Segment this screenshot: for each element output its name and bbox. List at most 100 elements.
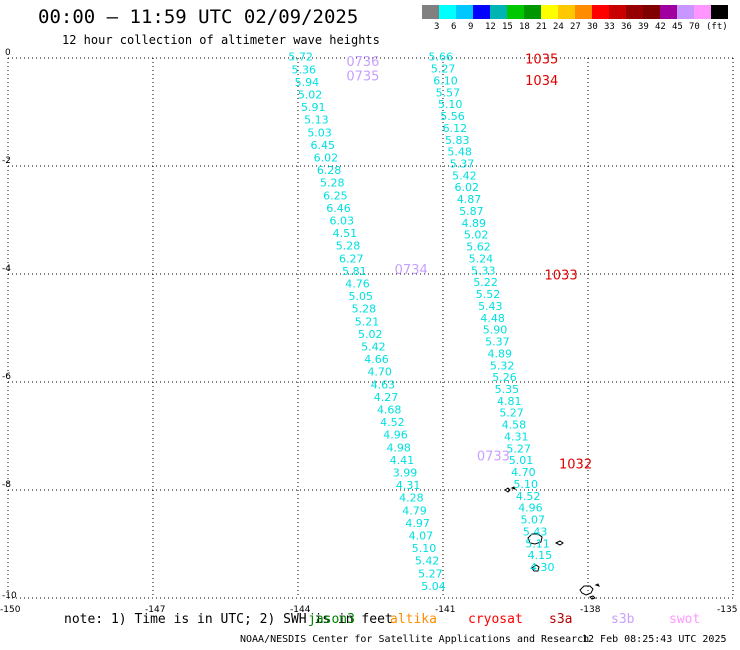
swh-value-label: 4.70 xyxy=(511,466,536,479)
colorbar-label: (ft) xyxy=(706,22,728,32)
colorbar-label: 30 xyxy=(587,22,598,32)
swh-value-label: 5.02 xyxy=(298,89,323,102)
swh-value-label: 4.81 xyxy=(497,395,522,408)
swh-value-label: 5.01 xyxy=(509,454,534,467)
longitude-tick-label: -150 xyxy=(0,605,21,615)
swh-value-label: 6.28 xyxy=(317,164,342,177)
colorbar-label: 15 xyxy=(502,22,513,32)
swh-value-label: 5.91 xyxy=(301,101,326,114)
chart-title: 00:00 — 11:59 UTC 02/09/2025 xyxy=(38,6,359,28)
swh-value-label: 6.25 xyxy=(323,189,348,202)
colorbar-label: 33 xyxy=(604,22,615,32)
island xyxy=(554,540,564,546)
colorbar-label: 24 xyxy=(553,22,564,32)
swh-value-label: 5.83 xyxy=(445,134,470,147)
credit-line: NOAA/NESDIS Center for Satellite Applica… xyxy=(240,634,590,645)
colorbar-label: 36 xyxy=(621,22,632,32)
colorbar-label: 3 xyxy=(434,22,440,32)
swh-value-label: 5.52 xyxy=(476,288,501,301)
swh-value-label: 5.26 xyxy=(492,371,517,384)
swh-value-label: 6.03 xyxy=(329,215,354,228)
swh-value-label: 4.31 xyxy=(396,479,421,492)
satellite-legend-altika: altika xyxy=(390,612,437,627)
island xyxy=(527,533,543,545)
swh-value-label: 4.76 xyxy=(345,278,370,291)
swh-value-label: 6.10 xyxy=(433,74,458,87)
latitude-tick-label: -8 xyxy=(2,480,11,490)
swh-value-label: 4.28 xyxy=(399,492,424,505)
swh-value-label: 5.03 xyxy=(307,126,332,139)
colorbar-label: 45 xyxy=(672,22,683,32)
swh-value-label: 5.24 xyxy=(469,252,494,265)
swh-value-label: 6.02 xyxy=(314,152,339,165)
swh-value-label: 6.45 xyxy=(310,139,335,152)
swh-value-label: 5.28 xyxy=(336,240,361,253)
swh-value-label: 5.28 xyxy=(320,177,345,190)
latitude-tick-label: 0 xyxy=(5,48,11,58)
swh-value-label: 4.98 xyxy=(386,441,411,454)
swh-value-label: 4.79 xyxy=(402,504,427,517)
island xyxy=(504,486,516,493)
legend-note: note: 1) Time is in UTC; 2) SWH is in fe… xyxy=(64,612,393,627)
colorbar-swatch xyxy=(507,5,524,19)
swh-value-label: 5.37 xyxy=(450,158,475,171)
map-tick-labels: -150 -147 -144 -141 -138 -135 0 -2 -4 -6 -8 -10 xyxy=(0,48,737,615)
swh-value-label: 5.87 xyxy=(459,205,484,218)
generation-timestamp: 12 Feb 08:25:43 UTC 2025 xyxy=(582,634,727,645)
swh-value-label: 5.62 xyxy=(466,241,491,254)
longitude-tick-label: -135 xyxy=(717,605,737,615)
swh-value-label: 5.48 xyxy=(447,146,472,159)
time-label: 0733 xyxy=(477,449,510,464)
swh-value-label: 3.99 xyxy=(393,467,418,480)
swh-value-label: 5.90 xyxy=(483,324,508,337)
colorbar-swatch xyxy=(677,5,694,19)
swh-value-label: 6.12 xyxy=(443,122,468,135)
swh-value-label: 5.05 xyxy=(348,290,373,303)
satellite-legend-s3a: s3a xyxy=(549,612,573,627)
swh-value-label: 4.48 xyxy=(480,312,505,325)
island-outlines xyxy=(504,486,600,600)
island xyxy=(594,583,600,587)
longitude-tick-label: -138 xyxy=(580,605,601,615)
latitude-tick-label: -2 xyxy=(2,156,11,166)
swh-value-label: 5.43 xyxy=(478,300,503,313)
island xyxy=(531,564,540,572)
swh-value-label: 5.42 xyxy=(361,341,386,354)
chart-subtitle: 12 hour collection of altimeter wave hei… xyxy=(62,33,380,47)
swh-value-label: 5.33 xyxy=(471,264,496,277)
latitude-tick-label: -10 xyxy=(2,591,17,601)
swh-value-label: 5.42 xyxy=(452,169,477,182)
swh-value-label: 4.52 xyxy=(516,490,541,503)
swh-value-label: 5.10 xyxy=(412,542,437,555)
swh-value-label: 5.81 xyxy=(342,265,367,278)
swh-value-label: 4.63 xyxy=(371,378,396,391)
swh-value-label: 4.15 xyxy=(528,549,553,562)
colorbar-label: 18 xyxy=(519,22,530,32)
time-label: 0735 xyxy=(346,70,379,85)
swh-value-label: 4.52 xyxy=(380,416,405,429)
colorbar-swatch xyxy=(592,5,609,19)
colorbar-swatch xyxy=(575,5,592,19)
longitude-tick-label: -147 xyxy=(145,605,165,615)
colorbar-swatch xyxy=(439,5,456,19)
swh-value-label: 6.46 xyxy=(326,202,351,215)
colorbar-swatch xyxy=(558,5,575,19)
swh-value-label: 6.27 xyxy=(339,252,364,265)
time-label: 1033 xyxy=(545,268,578,283)
swh-value-label: 5.10 xyxy=(438,98,463,111)
swh-value-label: 5.07 xyxy=(521,514,546,527)
swh-value-label: 5.94 xyxy=(295,76,320,89)
colorbar-swatch xyxy=(694,5,711,19)
satellite-legend-jason3: jason3 xyxy=(308,612,355,627)
swh-value-label: 5.56 xyxy=(440,110,465,123)
swh-value-label: 4.58 xyxy=(502,419,527,432)
swh-value-label: 5.21 xyxy=(355,315,380,328)
colorbar-label: 6 xyxy=(451,22,457,32)
swh-value-label: 5.43 xyxy=(523,525,548,538)
swh-value-label: 4.87 xyxy=(457,193,482,206)
swh-value-label: 5.02 xyxy=(358,328,383,341)
swh-value-label: 5.72 xyxy=(288,51,313,64)
colorbar-label: 39 xyxy=(638,22,649,32)
time-label: 1032 xyxy=(559,457,592,472)
swh-value-label: 4.07 xyxy=(409,530,434,543)
